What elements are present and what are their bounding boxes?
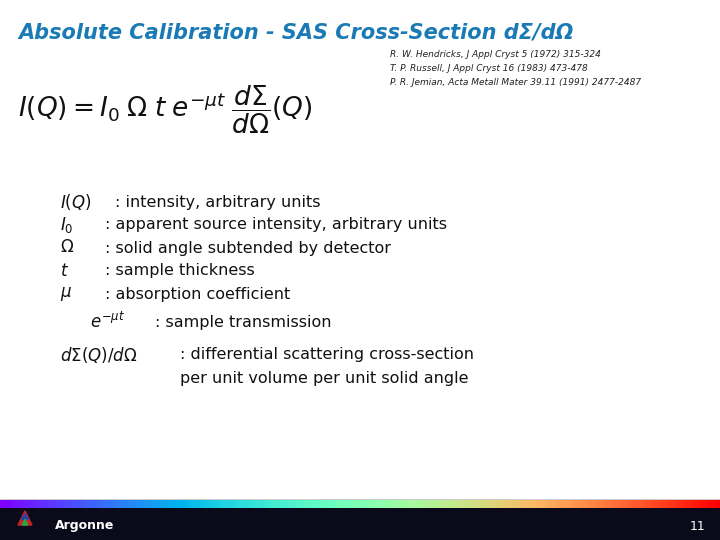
Text: $\Omega$: $\Omega$ <box>60 240 74 256</box>
Text: $I(Q) = I_0 \; \Omega \; t \; e^{-\mu t} \; \dfrac{d\Sigma}{d\Omega}(Q)$: $I(Q) = I_0 \; \Omega \; t \; e^{-\mu t}… <box>18 84 312 136</box>
Text: : absorption coefficient: : absorption coefficient <box>105 287 290 301</box>
Text: : intensity, arbitrary units: : intensity, arbitrary units <box>115 194 320 210</box>
Text: Absolute Calibration - SAS Cross-Section dΣ/dΩ: Absolute Calibration - SAS Cross-Section… <box>18 22 573 42</box>
Text: T. P. Russell, J Appl Cryst 16 (1983) 473-478: T. P. Russell, J Appl Cryst 16 (1983) 47… <box>390 64 588 73</box>
Text: Argonne: Argonne <box>55 519 114 532</box>
Text: : sample transmission: : sample transmission <box>155 314 331 329</box>
Text: $I(Q)$: $I(Q)$ <box>60 192 91 212</box>
Text: 11: 11 <box>689 519 705 532</box>
Polygon shape <box>22 519 28 525</box>
Text: $t$: $t$ <box>60 262 69 280</box>
Text: : sample thickness: : sample thickness <box>105 264 255 279</box>
Text: : apparent source intensity, arbitrary units: : apparent source intensity, arbitrary u… <box>105 218 447 233</box>
Text: $\mu$: $\mu$ <box>60 285 72 303</box>
Text: $e^{-\mu t}$: $e^{-\mu t}$ <box>90 312 125 332</box>
Text: per unit volume per unit solid angle: per unit volume per unit solid angle <box>180 370 469 386</box>
Bar <box>0 500 720 540</box>
Text: R. W. Hendricks, J Appl Cryst 5 (1972) 315-324: R. W. Hendricks, J Appl Cryst 5 (1972) 3… <box>390 50 601 59</box>
Text: : solid angle subtended by detector: : solid angle subtended by detector <box>105 240 391 255</box>
Polygon shape <box>18 511 32 525</box>
Text: $d\Sigma(Q)/d\Omega$: $d\Sigma(Q)/d\Omega$ <box>60 345 138 365</box>
Text: P. R. Jemian, Acta Metall Mater 39.11 (1991) 2477-2487: P. R. Jemian, Acta Metall Mater 39.11 (1… <box>390 78 641 87</box>
Text: $I_0$: $I_0$ <box>60 215 73 235</box>
Polygon shape <box>22 514 29 519</box>
Text: : differential scattering cross-section: : differential scattering cross-section <box>180 348 474 362</box>
